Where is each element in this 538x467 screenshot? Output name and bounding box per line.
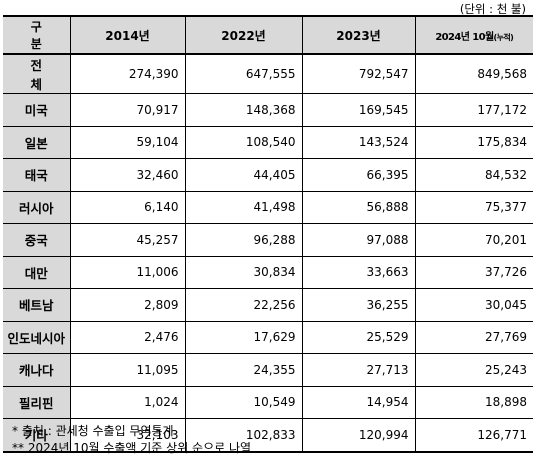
cell-2024: 37,726 bbox=[414, 255, 533, 289]
cell-2014: 1,024 bbox=[69, 385, 186, 419]
cell-2024: 126,771 bbox=[414, 418, 533, 453]
table-row: 미국 70,917 148,368 169,545 177,172 bbox=[3, 93, 533, 127]
row-label: 인도네시아 bbox=[3, 320, 71, 354]
header-2023: 2023년 bbox=[301, 15, 416, 55]
cell-2022: 108,540 bbox=[184, 125, 303, 159]
cell-2023: 25,529 bbox=[301, 320, 416, 354]
table-row: 캐나다 11,095 24,355 27,713 25,243 bbox=[3, 353, 533, 387]
cell-2024: 25,243 bbox=[414, 353, 533, 387]
cell-2023: 169,545 bbox=[301, 93, 416, 127]
footnote-order: ** 2024년 10월 수출액 기준 상위 순으로 나열 bbox=[12, 441, 252, 455]
cell-2023: 14,954 bbox=[301, 385, 416, 419]
cell-2014: 2,809 bbox=[69, 288, 186, 322]
table-row: 태국 32,460 44,405 66,395 84,532 bbox=[3, 158, 533, 192]
row-label: 대만 bbox=[3, 255, 71, 289]
header-category: 구 분 bbox=[3, 15, 71, 55]
cell-2024: 177,172 bbox=[414, 93, 533, 127]
table-row: 러시아 6,140 41,498 56,888 75,377 bbox=[3, 190, 533, 224]
cell-2022: 96,288 bbox=[184, 223, 303, 257]
cell-2024: 175,834 bbox=[414, 125, 533, 159]
cell-2023: 143,524 bbox=[301, 125, 416, 159]
table-row: 인도네시아 2,476 17,629 25,529 27,769 bbox=[3, 320, 533, 354]
cell-2022: 41,498 bbox=[184, 190, 303, 224]
table-row: 대만 11,006 30,834 33,663 37,726 bbox=[3, 255, 533, 289]
cell-2022: 44,405 bbox=[184, 158, 303, 192]
row-label: 베트남 bbox=[3, 288, 71, 322]
row-label: 필리핀 bbox=[3, 385, 71, 419]
cell-2022: 102,833 bbox=[184, 418, 303, 453]
cell-2022: 647,555 bbox=[184, 53, 303, 94]
row-label: 미국 bbox=[3, 93, 71, 127]
cell-2023: 33,663 bbox=[301, 255, 416, 289]
table-row: 전 체 274,390 647,555 792,547 849,568 bbox=[3, 53, 533, 94]
cell-2024: 84,532 bbox=[414, 158, 533, 192]
header-2024-oct: 2024년 10월(누적) bbox=[414, 15, 533, 55]
cell-2023: 27,713 bbox=[301, 353, 416, 387]
cell-2023: 36,255 bbox=[301, 288, 416, 322]
cell-2023: 56,888 bbox=[301, 190, 416, 224]
cell-2022: 17,629 bbox=[184, 320, 303, 354]
cell-2024: 849,568 bbox=[414, 53, 533, 94]
cell-2023: 66,395 bbox=[301, 158, 416, 192]
header-2024-main: 2024년 10월 bbox=[435, 31, 494, 43]
row-label: 태국 bbox=[3, 158, 71, 192]
cell-2014: 2,476 bbox=[69, 320, 186, 354]
table-body: 전 체 274,390 647,555 792,547 849,568 미국 70,917 1… bbox=[3, 53, 533, 453]
cell-2022: 148,368 bbox=[184, 93, 303, 127]
cell-2014: 70,917 bbox=[69, 93, 186, 127]
cell-2014: 11,006 bbox=[69, 255, 186, 289]
row-label: 일본 bbox=[3, 125, 71, 159]
table-header-row: 구 분 2014년 2022년 2023년 2024년 10월(누적) bbox=[3, 15, 533, 55]
cell-2014: 32,103 bbox=[69, 418, 186, 453]
table-row: 중국 45,257 96,288 97,088 70,201 bbox=[3, 223, 533, 257]
table-row: 필리핀 1,024 10,549 14,954 18,898 bbox=[3, 385, 533, 419]
header-2014: 2014년 bbox=[69, 15, 186, 55]
row-label: 전 체 bbox=[3, 53, 71, 94]
row-label: 러시아 bbox=[3, 190, 71, 224]
cell-2022: 24,355 bbox=[184, 353, 303, 387]
cell-2014: 274,390 bbox=[69, 53, 186, 94]
cell-2014: 6,140 bbox=[69, 190, 186, 224]
cell-2024: 30,045 bbox=[414, 288, 533, 322]
cell-2024: 27,769 bbox=[414, 320, 533, 354]
unit-note: (단위 : 천 불) bbox=[459, 2, 526, 16]
cell-2024: 70,201 bbox=[414, 223, 533, 257]
row-label: 중국 bbox=[3, 223, 71, 257]
footnote-source: * 출처 : 관세청 수출입 무역통계 bbox=[12, 424, 174, 438]
table-row: 베트남 2,809 22,256 36,255 30,045 bbox=[3, 288, 533, 322]
header-2024-sub: (누적) bbox=[493, 32, 514, 42]
table-row: 기타 32,103 102,833 120,994 126,771 bbox=[3, 418, 533, 453]
cell-2022: 22,256 bbox=[184, 288, 303, 322]
row-label: 캐나다 bbox=[3, 353, 71, 387]
cell-2014: 32,460 bbox=[69, 158, 186, 192]
cell-2022: 10,549 bbox=[184, 385, 303, 419]
cell-2014: 59,104 bbox=[69, 125, 186, 159]
cell-2023: 120,994 bbox=[301, 418, 416, 453]
table-row: 일본 59,104 108,540 143,524 175,834 bbox=[3, 125, 533, 159]
cell-2023: 97,088 bbox=[301, 223, 416, 257]
footnotes: * 출처 : 관세청 수출입 무역통계 ** 2024년 10월 수출액 기준 … bbox=[12, 423, 251, 457]
cell-2022: 30,834 bbox=[184, 255, 303, 289]
cell-2014: 11,095 bbox=[69, 353, 186, 387]
cell-2023: 792,547 bbox=[301, 53, 416, 94]
cell-2024: 75,377 bbox=[414, 190, 533, 224]
header-2022: 2022년 bbox=[184, 15, 303, 55]
cell-2024: 18,898 bbox=[414, 385, 533, 419]
cell-2014: 45,257 bbox=[69, 223, 186, 257]
